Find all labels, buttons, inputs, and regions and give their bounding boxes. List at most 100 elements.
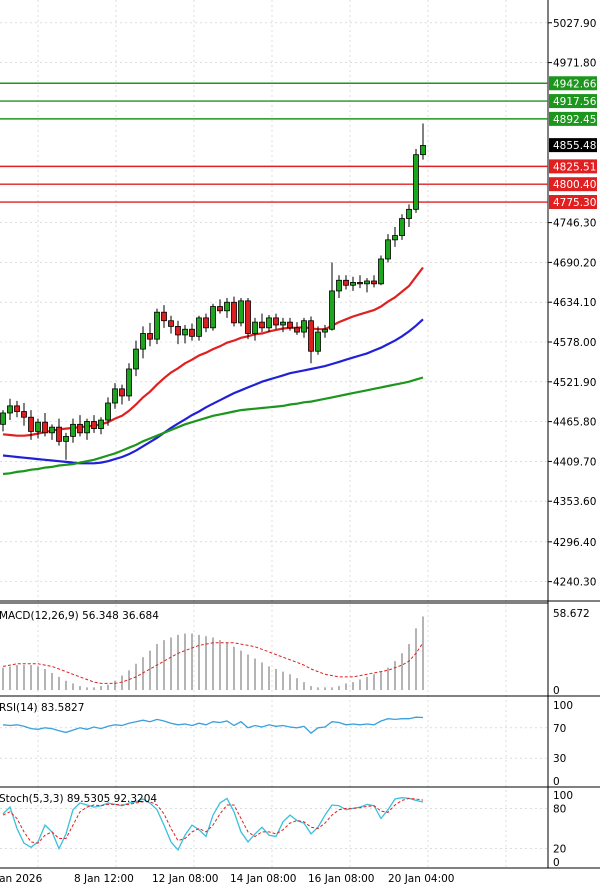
candle: [364, 278, 370, 293]
candle: [77, 415, 83, 437]
price-tick-label: 4409.70: [553, 456, 596, 468]
candle: [49, 424, 55, 440]
candle: [308, 316, 314, 364]
time-axis-label: 16 Jan 08:00: [308, 873, 374, 885]
stochastic-main-line: [2, 797, 424, 852]
candle: [259, 313, 265, 333]
candle-body: [329, 290, 335, 330]
candle-body: [42, 421, 48, 434]
candle: [91, 415, 97, 433]
candle: [329, 262, 335, 331]
time-axis-label: 20 Jan 04:00: [388, 873, 454, 885]
candle-body: [133, 348, 139, 370]
candle-body: [84, 421, 90, 434]
candle-body: [203, 317, 209, 329]
price-level-badge: [549, 195, 597, 210]
candle-body: [350, 282, 356, 286]
macd-signal-line: [2, 642, 424, 684]
candle-body: [315, 331, 321, 352]
candle-body: [56, 426, 62, 442]
candle: [175, 320, 181, 345]
price-level-badge: [549, 76, 597, 91]
candle-body: [399, 218, 405, 236]
candle-body: [105, 402, 111, 421]
candle-body: [287, 321, 293, 329]
candle: [378, 255, 384, 286]
candle-body: [35, 421, 41, 432]
candle: [231, 296, 237, 327]
price-level-label: 4917.56: [553, 96, 597, 108]
price-level-badge: [549, 94, 597, 109]
moving-average-slow-line: [2, 376, 424, 476]
candle-body: [224, 301, 230, 312]
candles: [0, 123, 426, 460]
candle-body: [231, 301, 237, 324]
candle-body: [266, 317, 272, 329]
candle-body: [119, 388, 125, 397]
candle: [140, 326, 146, 359]
candle: [287, 317, 293, 331]
candle-body: [217, 306, 223, 312]
candle: [21, 403, 27, 426]
candle: [224, 298, 230, 318]
candle: [84, 418, 90, 440]
candle: [14, 400, 20, 418]
price-tick-label: 4353.60: [553, 496, 596, 508]
moving-average-mid-line: [2, 318, 424, 465]
time-axis-label: Jan 2026: [0, 873, 43, 885]
candle-body: [245, 300, 251, 334]
price-tick-label: 4746.30: [553, 218, 596, 230]
candle: [63, 432, 69, 460]
candle: [252, 317, 258, 341]
candle-body: [0, 412, 6, 425]
candle: [56, 418, 62, 446]
candle-body: [112, 388, 118, 404]
candle-body: [238, 300, 244, 324]
candle-body: [91, 421, 97, 429]
candle-body: [378, 258, 384, 285]
candle: [7, 398, 13, 421]
candle: [98, 417, 104, 435]
macd-axis-label: 58.672: [553, 608, 590, 620]
candle: [217, 299, 223, 314]
candle-body: [371, 280, 377, 285]
candle: [35, 418, 41, 439]
price-level-label: 4800.40: [553, 179, 596, 191]
stochastic-axis-label: 80: [553, 803, 566, 815]
candle-body: [364, 280, 370, 285]
candle: [280, 317, 286, 333]
candle-body: [252, 321, 258, 334]
candle: [413, 149, 419, 213]
candle-body: [49, 426, 55, 434]
stochastic-axis-label: 20: [553, 844, 566, 856]
price-tick-label: 4971.80: [553, 58, 596, 70]
candle-body: [175, 325, 181, 336]
candle-body: [14, 405, 20, 412]
price-axis-ticks: 5027.90 4971.80 4746.30 4690.20 4634.10 4578.…: [548, 18, 596, 589]
candle-body: [406, 208, 412, 219]
candle: [392, 227, 398, 247]
candle: [112, 383, 118, 409]
candle-body: [7, 405, 13, 414]
rsi-axis-label: 100: [553, 700, 573, 712]
price-level-label: 4825.51: [553, 161, 596, 173]
candle: [266, 315, 272, 333]
candle-body: [308, 320, 314, 352]
candle-body: [182, 328, 188, 336]
candle: [203, 313, 209, 333]
price-tick-label: 4521.90: [553, 377, 596, 389]
rsi-axis-label: 0: [553, 776, 560, 788]
candle: [420, 123, 426, 160]
candle: [336, 275, 342, 299]
candle: [315, 326, 321, 355]
candle-body: [189, 328, 195, 337]
current-price-label: 4855.48: [553, 140, 596, 152]
candle-body: [392, 235, 398, 241]
candle: [133, 340, 139, 377]
candle: [147, 322, 153, 347]
price-levels: 4942.66 4917.56 4892.45 4825.51 4800.40 4775.…: [0, 76, 597, 210]
candle: [350, 276, 356, 291]
candle-body: [77, 423, 83, 434]
